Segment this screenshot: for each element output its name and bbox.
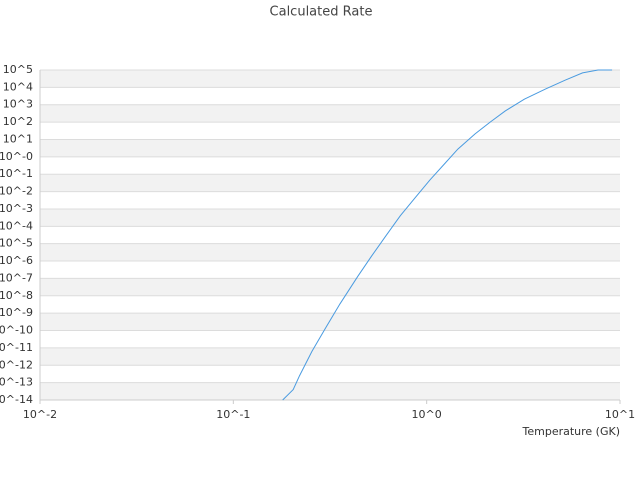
y-tick-label: 10^-6 (0, 254, 33, 267)
grid-band (40, 278, 620, 296)
y-tick-label: 10^3 (3, 98, 33, 111)
grid-band (40, 139, 620, 157)
x-tick-label: 10^1 (605, 408, 635, 421)
y-tick-label: 10^1 (3, 132, 33, 145)
y-tick-label: 10^-2 (0, 185, 33, 198)
chart-title: Calculated Rate (270, 5, 373, 20)
grid-band (40, 313, 620, 331)
grid-band (40, 208, 620, 227)
y-tick-label: 10^-7 (0, 271, 33, 284)
grid-band (40, 347, 620, 366)
y-tick-label: 10^4 (3, 80, 33, 93)
grid-band (40, 70, 620, 88)
y-tick-label: 10^-1 (0, 167, 33, 180)
grid-band (40, 174, 620, 192)
y-tick-label: 10^-5 (0, 237, 33, 250)
grid-band (40, 104, 620, 123)
y-tick-label: 10^-14 (0, 393, 33, 406)
y-tick-label: 10^-8 (0, 289, 33, 302)
y-tick-label: 10^-3 (0, 202, 33, 215)
x-axis-label: Temperature (GK) (522, 425, 621, 438)
x-tick-label: 10^-1 (216, 408, 250, 421)
y-tick-label: 10^-0 (0, 150, 33, 163)
y-tick-label: 10^-10 (0, 324, 33, 337)
y-tick-label: 10^-9 (0, 306, 33, 319)
x-tick-label: 10^0 (412, 408, 442, 421)
grid-band (40, 243, 620, 262)
x-tick-label: 10^-2 (23, 408, 57, 421)
y-tick-label: 10^2 (3, 115, 33, 128)
y-tick-label: 10^-12 (0, 358, 33, 371)
y-tick-label: 10^-13 (0, 376, 33, 389)
y-tick-label: 10^-11 (0, 341, 33, 354)
y-tick-label: 10^5 (3, 63, 33, 76)
grid-band (40, 382, 620, 400)
y-tick-label: 10^-4 (0, 219, 33, 232)
line (282, 69, 613, 401)
